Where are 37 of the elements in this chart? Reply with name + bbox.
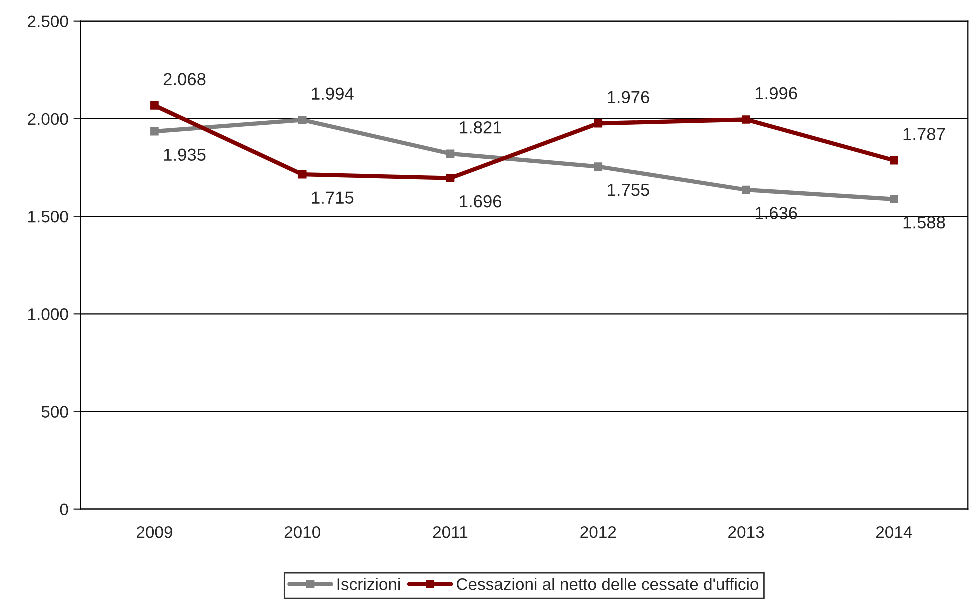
x-tick-label: 2012 — [580, 526, 616, 538]
point — [446, 174, 455, 182]
legend-label: Cessazioni al netto delle cessate d'ufficio — [457, 578, 759, 590]
point — [594, 162, 603, 171]
x-tick-label: 2009 — [137, 526, 172, 538]
data-label: 1.821 — [460, 122, 502, 134]
point — [742, 116, 750, 124]
point — [742, 186, 750, 194]
y-tick-label: 1.500 — [28, 210, 68, 223]
legend-label: Iscrizioni — [338, 578, 400, 590]
data-label: 1.976 — [608, 91, 650, 104]
data-label: 1.996 — [756, 87, 798, 100]
point — [298, 170, 307, 179]
x-tick-label: 2010 — [284, 526, 320, 538]
y-tick-label: 500 — [42, 406, 68, 418]
y-tick-label: 0 — [60, 504, 68, 516]
point — [446, 150, 455, 158]
data-label: 1.696 — [460, 195, 502, 208]
data-label: 1.935 — [164, 148, 206, 162]
point — [890, 195, 898, 204]
point — [890, 156, 898, 165]
y-tick-label: 2.000 — [28, 113, 68, 126]
x-tick-label: 2013 — [728, 526, 764, 538]
data-label: 1.994 — [312, 88, 354, 100]
data-label: 2.068 — [164, 73, 206, 86]
data-label: 1.715 — [312, 192, 354, 204]
point — [298, 116, 307, 124]
point — [150, 102, 159, 110]
data-label: 1.588 — [904, 216, 946, 229]
y-tick-label: 2.500 — [28, 16, 68, 28]
point — [594, 119, 603, 128]
data-label: 1.787 — [904, 128, 946, 140]
x-tick-label: 2014 — [876, 526, 912, 538]
point — [150, 127, 159, 136]
x-tick-label: 2011 — [433, 526, 468, 538]
data-label: 1.755 — [608, 184, 650, 196]
y-tick-label: 1.000 — [28, 308, 68, 320]
